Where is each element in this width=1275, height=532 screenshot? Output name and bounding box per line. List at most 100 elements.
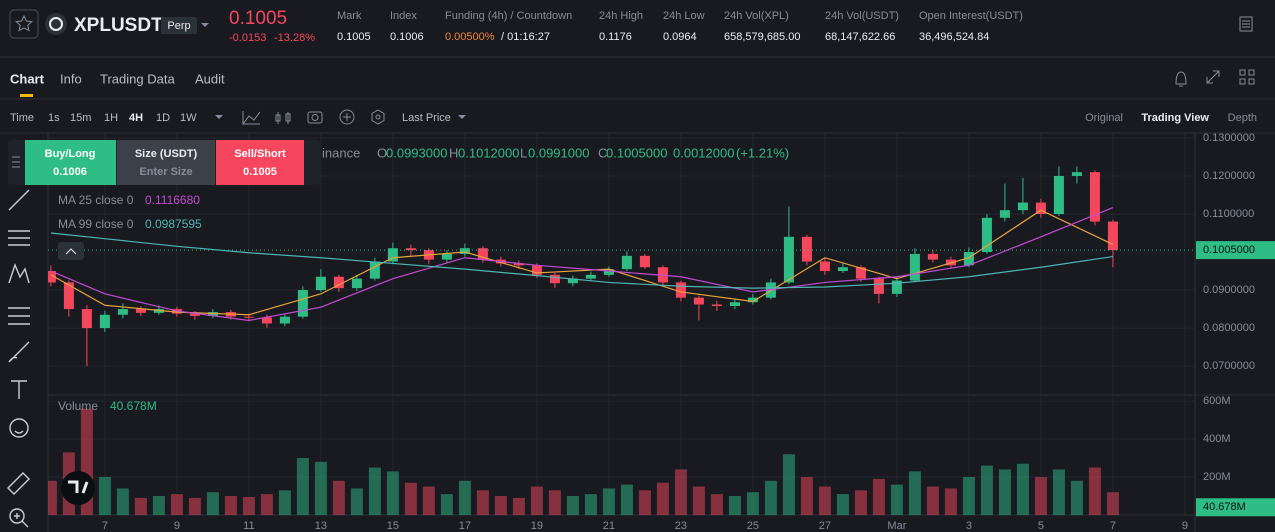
view-option[interactable]: Original — [1085, 112, 1123, 124]
interval[interactable]: 4H — [129, 112, 143, 124]
candle-body — [873, 278, 884, 294]
ohlc-legend: (+1.21%) — [736, 145, 789, 160]
ohlc-legend: L — [520, 145, 527, 160]
candle-body — [639, 255, 650, 268]
stat-label: Open Interest(USDT) — [919, 10, 1023, 22]
volume-bar — [1034, 477, 1047, 515]
tab[interactable]: Trading Data — [100, 71, 175, 86]
interval[interactable]: 1s — [48, 112, 60, 124]
volume-bar — [188, 497, 201, 515]
candle-body — [63, 282, 74, 310]
candle-body — [819, 261, 830, 272]
candle-body — [351, 278, 362, 289]
volume-bar — [998, 469, 1011, 515]
candle-body — [369, 261, 380, 279]
collapse-icon — [65, 248, 77, 255]
volume-bar — [350, 488, 363, 515]
widget-handle — [12, 156, 20, 168]
candle-body — [999, 210, 1010, 218]
ohlc-legend: 0.0012000 — [673, 145, 734, 160]
favorite-button[interactable] — [9, 9, 39, 39]
coin-logo — [45, 13, 67, 35]
price-type-dropdown[interactable] — [458, 115, 466, 119]
x-tick-label: 15 — [387, 520, 399, 532]
stat-label: 24h Vol(USDT) — [825, 10, 899, 22]
volume-bar — [458, 480, 471, 515]
volume-bar — [170, 494, 183, 515]
candle-body — [1053, 175, 1064, 214]
order-text: 0.1005 — [243, 166, 277, 178]
last-volume-label: 40.678M — [1203, 501, 1246, 513]
volume-bar — [782, 454, 795, 515]
x-tick-label: 5 — [1038, 520, 1044, 532]
buy-button[interactable] — [25, 140, 116, 185]
last-price: 0.1005 — [229, 8, 287, 29]
volume-bar — [602, 488, 615, 515]
volume-bar — [1016, 463, 1029, 515]
volume-bar — [1070, 480, 1083, 515]
price-type[interactable]: Last Price — [402, 112, 451, 124]
volume-bar — [512, 497, 525, 515]
order-text: Enter Size — [139, 166, 192, 178]
ma-line — [50, 206, 1114, 322]
stat-label: Mark — [337, 10, 362, 22]
candle-body — [909, 253, 920, 281]
volume-bar — [296, 458, 309, 515]
y-tick-label: 0.1100000 — [1203, 208, 1254, 220]
ma-line — [50, 209, 1114, 316]
interval[interactable]: 15m — [70, 112, 91, 124]
volume-bar — [152, 496, 165, 515]
dropdown-icon[interactable] — [201, 23, 209, 27]
view-option[interactable]: Depth — [1228, 112, 1257, 124]
volume-bar — [530, 486, 543, 515]
candle-body — [1035, 202, 1046, 214]
stat-label: 24h Low — [663, 10, 705, 22]
ma-legend-value: 0.1116680 — [145, 193, 200, 207]
size-input[interactable] — [117, 140, 215, 185]
volume-bar — [746, 492, 759, 515]
candle-body — [549, 274, 560, 284]
volume-bar — [332, 480, 345, 515]
volume-bar — [800, 477, 813, 515]
stat-value: 68,147,622.66 — [825, 31, 895, 43]
candle-body — [387, 248, 398, 262]
candle-body — [261, 317, 272, 324]
candle-body — [405, 248, 416, 251]
tab[interactable]: Audit — [195, 71, 225, 86]
ohlc-legend: inance — [322, 145, 360, 160]
settings-icon[interactable] — [1239, 16, 1253, 32]
stat-label: Funding (4h) / Countdown — [445, 10, 572, 22]
collapse-button[interactable] — [58, 242, 84, 260]
volume-tick-label: 200M — [1203, 471, 1231, 483]
volume-tick-label: 400M — [1203, 433, 1231, 445]
volume-bar — [206, 492, 219, 515]
interval[interactable]: 1W — [180, 112, 197, 124]
tab[interactable]: Chart — [10, 71, 45, 86]
volume-bar — [48, 480, 57, 515]
volume-bar — [224, 496, 237, 515]
candle-body — [1017, 202, 1028, 211]
volume-bar — [584, 494, 597, 515]
x-tick-label: 19 — [531, 520, 543, 532]
candle-body — [783, 236, 794, 283]
chart-actions[interactable] — [1175, 69, 1255, 87]
candle-body — [729, 302, 740, 307]
volume-tick-label: 600M — [1203, 395, 1231, 407]
symbol[interactable]: XPLUSDT — [74, 15, 163, 36]
x-tick-label: 13 — [315, 520, 327, 532]
tab[interactable]: Info — [60, 71, 82, 86]
drawing-tools[interactable] — [7, 189, 30, 528]
interval[interactable]: 1D — [156, 112, 170, 124]
volume-legend-name: Volume — [58, 399, 98, 413]
interval[interactable]: 1H — [104, 112, 118, 124]
candle-body — [1107, 221, 1118, 251]
interval-dropdown[interactable] — [215, 115, 223, 119]
ma-legend-value: 0.0987595 — [145, 217, 202, 231]
tool-icons[interactable] — [242, 109, 385, 125]
volume-bar — [944, 488, 957, 515]
volume-bar — [242, 496, 255, 515]
volume-bar — [278, 490, 291, 515]
sell-button[interactable] — [216, 140, 304, 185]
view-option[interactable]: Trading View — [1141, 112, 1209, 124]
stat-value: 658,579,685.00 — [724, 31, 800, 43]
